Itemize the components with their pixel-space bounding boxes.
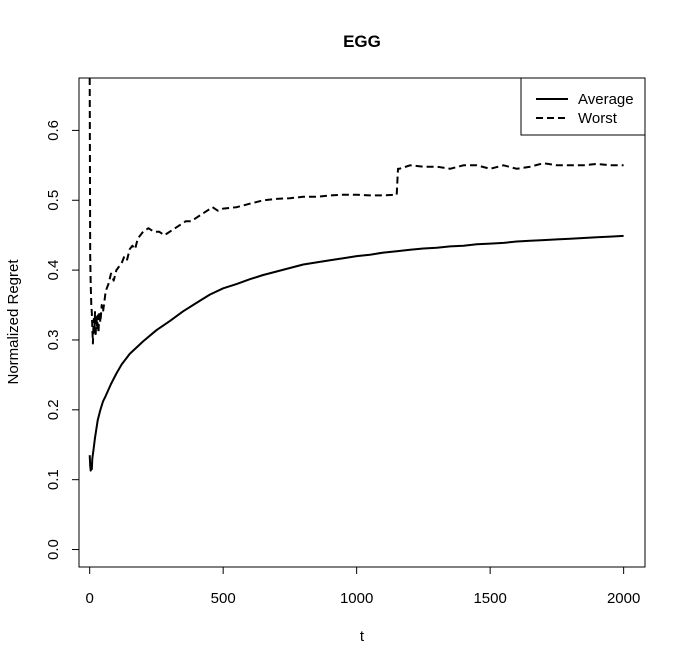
series-lines [88, 77, 624, 472]
y-tick-label: 0.2 [45, 399, 62, 420]
x-tick-label: 1500 [473, 590, 506, 607]
x-tick-label: 500 [211, 590, 236, 607]
axes: 0 500 1000 1500 2000 0.0 0.1 0.2 0.3 0.4 0.5 0.6 [45, 120, 640, 607]
y-tick-label: 0.5 [45, 190, 62, 211]
plot-frame [78, 77, 646, 568]
y-tick-label: 0.4 [45, 260, 62, 281]
y-tick-label: 0.3 [45, 330, 62, 351]
legend-label-average: Average [578, 91, 634, 108]
legend: Average Worst [520, 77, 646, 136]
series-line-worst [88, 77, 624, 345]
y-tick-label: 0.0 [45, 539, 62, 560]
series-line-average [88, 234, 624, 472]
legend-box [520, 77, 646, 136]
x-tick-label: 0 [86, 590, 94, 607]
y-tick-label: 0.6 [45, 120, 62, 141]
y-tick-label: 0.1 [45, 469, 62, 490]
legend-label-worst: Worst [578, 110, 618, 127]
chart-title: EGG [343, 32, 381, 51]
x-tick-label: 1000 [340, 590, 373, 607]
y-axis-label: Normalized Regret [5, 259, 22, 385]
x-tick-label: 2000 [607, 590, 640, 607]
x-axis-label: t [360, 628, 365, 645]
